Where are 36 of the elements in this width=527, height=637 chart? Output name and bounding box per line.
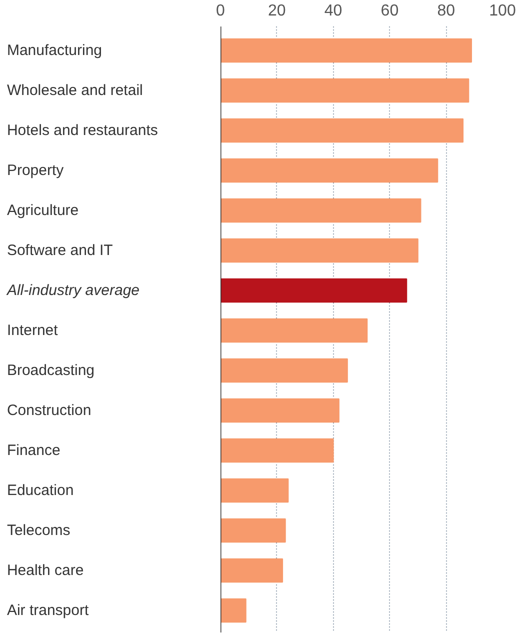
bar: [220, 278, 408, 303]
bar: [220, 598, 246, 623]
bar: [220, 78, 470, 103]
x-tick-label: 20: [268, 2, 286, 20]
bar: [220, 518, 286, 543]
y-tick-label: Education: [6, 482, 74, 499]
bar: [220, 158, 438, 183]
y-tick-label: Air transport: [6, 602, 90, 619]
y-tick-label: Broadcasting: [6, 362, 95, 379]
y-tick-label: Hotels and restaurants: [6, 122, 158, 139]
y-tick-label: Construction: [6, 402, 92, 419]
bar: [220, 198, 422, 223]
y-tick-label: Wholesale and retail: [6, 82, 143, 99]
x-tick-label: 80: [437, 2, 456, 20]
bar: [220, 558, 284, 583]
y-tick-label: Software and IT: [6, 242, 113, 259]
x-tick-label: 0: [216, 2, 226, 20]
x-tick-label: 40: [324, 2, 342, 20]
y-tick-label: Agriculture: [6, 202, 79, 219]
bar: [220, 238, 418, 263]
y-tick-label: Property: [6, 162, 64, 179]
bar: [220, 398, 340, 423]
y-tick-label: Manufacturing: [6, 42, 102, 59]
bar: [220, 118, 464, 143]
y-tick-label: Internet: [6, 322, 59, 339]
x-tick-label: 60: [380, 2, 399, 20]
y-tick-label: Telecoms: [6, 522, 70, 539]
bar: [220, 478, 289, 503]
bar: [220, 438, 334, 463]
bar: [220, 38, 472, 63]
x-tick-label: 100: [489, 2, 516, 20]
bar: [220, 358, 348, 383]
y-tick-label: All-industry average: [6, 282, 140, 299]
y-tick-label: Finance: [6, 442, 60, 459]
bar: [220, 318, 368, 343]
y-tick-label: Health care: [6, 562, 84, 579]
